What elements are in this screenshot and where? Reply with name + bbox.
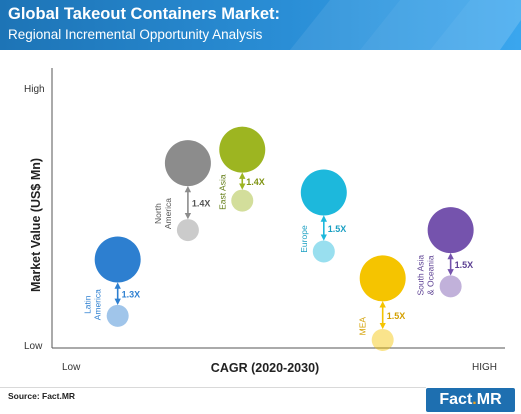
bubble-large: [164, 140, 211, 187]
x-axis-title: CAGR (2020-2030): [211, 361, 319, 375]
factmr-logo: Fact.MR: [426, 388, 515, 412]
region-label: East Asia: [217, 174, 227, 210]
chart-subtitle: Regional Incremental Opportunity Analysi…: [8, 27, 263, 42]
bubble-small: [371, 328, 394, 351]
region-label: NorthAmerica: [153, 198, 173, 229]
footer-divider: [0, 387, 426, 388]
region-label: South Asia& Oceania: [416, 255, 436, 296]
y-high-label: High: [24, 84, 45, 95]
bubble-large: [427, 207, 474, 254]
bubble-group: 1.5X Europe: [299, 169, 347, 263]
bubble-small: [439, 275, 462, 298]
bubble-group: 1.3X LatinAmerica: [83, 236, 141, 327]
y-axis-title: Market Value (US$ Mn): [29, 158, 43, 292]
x-low-label: Low: [62, 362, 81, 373]
bubble-small: [176, 219, 199, 242]
bubble-large: [219, 126, 266, 173]
multiplier-label: 1.5X: [387, 311, 406, 321]
bubble-chart: High Low Low HIGH CAGR (2020-2030) Market Val…: [24, 68, 505, 375]
bubble-small: [106, 304, 129, 327]
chart-title: Global Takeout Containers Market:: [8, 5, 280, 23]
bubble-large: [359, 255, 406, 302]
region-label: Europe: [299, 225, 309, 253]
bubble-group: 1.4X NorthAmerica: [153, 140, 211, 242]
region-label: LatinAmerica: [83, 289, 103, 320]
multiplier-label: 1.3X: [122, 290, 141, 300]
multiplier-label: 1.4X: [246, 177, 265, 187]
multiplier-label: 1.5X: [328, 224, 347, 234]
bubble-large: [300, 169, 347, 216]
x-high-label: HIGH: [472, 362, 497, 373]
multiplier-label: 1.4X: [192, 199, 211, 209]
bubble-group: 1.5X MEA: [358, 255, 406, 351]
source-text: Source: Fact.MR: [8, 391, 76, 401]
bubble-group: 1.5X South Asia& Oceania: [416, 207, 474, 298]
header-banner: Global Takeout Containers Market: Region…: [0, 0, 521, 50]
bubble-large: [94, 236, 141, 283]
region-label: MEA: [358, 317, 368, 336]
bubble-small: [231, 189, 254, 212]
banner-decoration: [290, 0, 521, 50]
y-low-label: Low: [24, 341, 43, 352]
bubble-group: 1.4X East Asia: [217, 126, 266, 212]
multiplier-label: 1.5X: [455, 260, 474, 270]
bubble-small: [312, 240, 335, 263]
